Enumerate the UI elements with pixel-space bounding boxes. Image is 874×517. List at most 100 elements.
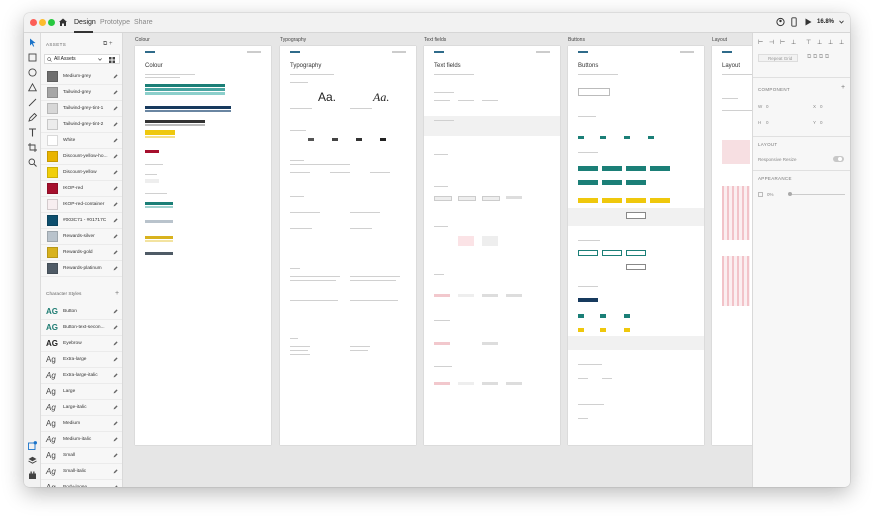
color-swatch-row[interactable]: #003C71 - #01717C xyxy=(41,213,122,229)
color-swatch-row[interactable]: Tailwind-grey xyxy=(41,85,122,101)
import-assets-icon[interactable]: ⧉ xyxy=(103,41,108,47)
zoom-level[interactable]: 16.8% xyxy=(817,19,835,25)
add-asset-icon[interactable]: + xyxy=(108,41,113,47)
color-swatch-row[interactable]: Tailwind-grey-tint-1 xyxy=(41,101,122,117)
minimize-window-button[interactable] xyxy=(39,19,46,26)
opacity-checkbox[interactable] xyxy=(758,192,763,197)
grid-view-icon[interactable] xyxy=(109,57,115,63)
artboard-colour[interactable]: Colour xyxy=(135,46,271,445)
character-style-row[interactable]: AG Eyebrow xyxy=(41,336,122,352)
assets-filter[interactable]: All Assets xyxy=(44,54,120,64)
edit-icon[interactable] xyxy=(113,266,118,271)
edit-icon[interactable] xyxy=(113,122,118,127)
edit-icon[interactable] xyxy=(113,485,118,487)
ellipse-tool-icon[interactable] xyxy=(27,67,38,78)
edit-icon[interactable] xyxy=(113,186,118,191)
edit-icon[interactable] xyxy=(113,106,118,111)
width-value[interactable]: 0 xyxy=(766,104,769,109)
character-style-row[interactable]: Ag Extra-large-italic xyxy=(41,368,122,384)
artboard-layout[interactable]: Layout xyxy=(712,46,752,445)
repeat-grid-button[interactable]: Repeat Grid xyxy=(758,54,798,62)
edit-icon[interactable] xyxy=(113,202,118,207)
add-component-icon[interactable]: + xyxy=(841,84,846,91)
edit-icon[interactable] xyxy=(113,90,118,95)
x-value[interactable]: 0 xyxy=(820,104,823,109)
boolean-icons[interactable]: ⧉ ⧉ ⧉ ⧉ xyxy=(807,54,830,60)
edit-icon[interactable] xyxy=(113,234,118,239)
line-tool-icon[interactable] xyxy=(27,97,38,108)
chevron-down-icon[interactable] xyxy=(839,20,844,24)
tab-share[interactable]: Share xyxy=(134,19,153,26)
character-style-row[interactable]: Ag Body-loose xyxy=(41,480,122,487)
edit-icon[interactable] xyxy=(113,469,118,474)
align-right-icon[interactable]: ⊢ xyxy=(780,40,786,46)
design-canvas[interactable]: Colour Colour xyxy=(123,33,752,487)
edit-icon[interactable] xyxy=(113,373,118,378)
align-middle-icon[interactable]: ⊥ xyxy=(817,40,823,46)
distribute-icon[interactable]: ⊥ xyxy=(791,40,797,46)
play-icon[interactable] xyxy=(805,18,812,26)
edit-icon[interactable] xyxy=(113,309,118,314)
character-style-row[interactable]: Ag Small-italic xyxy=(41,464,122,480)
edit-icon[interactable] xyxy=(113,218,118,223)
edit-icon[interactable] xyxy=(113,250,118,255)
color-swatch-row[interactable]: IKOP-red-container xyxy=(41,197,122,213)
artboard-tool-icon[interactable] xyxy=(27,142,38,153)
align-top-icon[interactable]: ⊤ xyxy=(806,40,812,46)
character-style-row[interactable]: AG Button xyxy=(41,304,122,320)
artboard-typography[interactable]: Typography Aa. Aa. xyxy=(280,46,416,445)
character-style-row[interactable]: AG Button-text-secon... xyxy=(41,320,122,336)
artboard-buttons[interactable]: Buttons xyxy=(568,46,704,445)
character-style-row[interactable]: Ag Large xyxy=(41,384,122,400)
edit-icon[interactable] xyxy=(113,421,118,426)
color-swatch-row[interactable]: Rewards-platinum xyxy=(41,261,122,277)
edit-icon[interactable] xyxy=(113,325,118,330)
artboard-label-text-fields[interactable]: Text fields xyxy=(424,37,447,43)
color-swatch-row[interactable]: Rewards-gold xyxy=(41,245,122,261)
character-style-row[interactable]: Ag Medium-italic xyxy=(41,432,122,448)
assets-panel-icon[interactable] xyxy=(27,440,38,451)
polygon-tool-icon[interactable] xyxy=(27,82,38,93)
edit-icon[interactable] xyxy=(113,453,118,458)
character-style-row[interactable]: Ag Extra-large xyxy=(41,352,122,368)
rectangle-tool-icon[interactable] xyxy=(27,52,38,63)
height-value[interactable]: 0 xyxy=(766,120,769,125)
artboard-text-fields[interactable]: Text fields xyxy=(424,46,560,445)
edit-icon[interactable] xyxy=(113,437,118,442)
opacity-value[interactable]: 0% xyxy=(767,192,774,197)
artboard-label-colour[interactable]: Colour xyxy=(135,37,150,43)
align-center-icon[interactable]: ⊣ xyxy=(769,40,775,46)
plugins-panel-icon[interactable] xyxy=(27,470,38,481)
edit-icon[interactable] xyxy=(113,357,118,362)
pen-tool-icon[interactable] xyxy=(27,112,38,123)
color-swatch-row[interactable]: IKOP-red xyxy=(41,181,122,197)
layers-panel-icon[interactable] xyxy=(27,455,38,466)
close-window-button[interactable] xyxy=(30,19,37,26)
color-swatch-row[interactable]: Discount-yellow-ho... xyxy=(41,149,122,165)
text-tool-icon[interactable] xyxy=(27,127,38,138)
select-tool-icon[interactable] xyxy=(27,37,38,48)
edit-icon[interactable] xyxy=(113,154,118,159)
distribute-vertical-icon[interactable]: ⊥ xyxy=(839,40,845,46)
edit-icon[interactable] xyxy=(113,170,118,175)
responsive-resize-toggle[interactable] xyxy=(833,156,844,162)
character-style-row[interactable]: Ag Small xyxy=(41,448,122,464)
artboard-label-layout[interactable]: Layout xyxy=(712,37,728,43)
zoom-tool-icon[interactable] xyxy=(27,157,38,168)
character-style-row[interactable]: Ag Large-italic xyxy=(41,400,122,416)
add-character-style-icon[interactable]: + xyxy=(115,290,120,297)
edit-icon[interactable] xyxy=(113,74,118,79)
artboard-label-typography[interactable]: Typography xyxy=(280,37,307,43)
character-style-row[interactable]: Ag Medium xyxy=(41,416,122,432)
edit-icon[interactable] xyxy=(113,138,118,143)
edit-icon[interactable] xyxy=(113,389,118,394)
tab-prototype[interactable]: Prototype xyxy=(100,19,130,26)
artboard-label-buttons[interactable]: Buttons xyxy=(568,37,585,43)
color-swatch-row[interactable]: Medium-grey xyxy=(41,69,122,85)
opacity-slider-handle[interactable] xyxy=(788,192,792,196)
user-icon[interactable] xyxy=(776,17,785,27)
home-icon[interactable] xyxy=(58,17,68,27)
color-swatch-row[interactable]: White xyxy=(41,133,122,149)
maximize-window-button[interactable] xyxy=(48,19,55,26)
align-left-icon[interactable]: ⊢ xyxy=(758,40,764,46)
